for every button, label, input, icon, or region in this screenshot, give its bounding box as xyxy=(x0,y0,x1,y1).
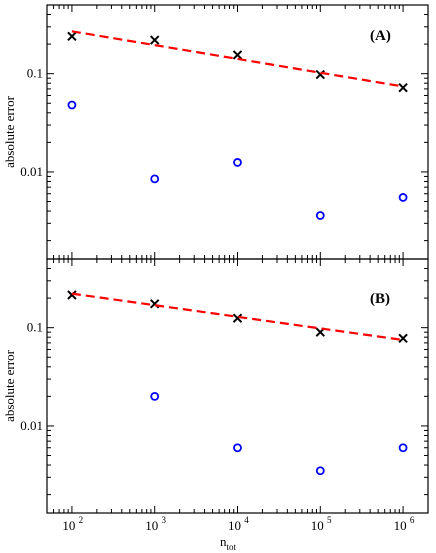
circle-marker xyxy=(150,391,160,401)
x-tick-label: 10 xyxy=(228,518,241,533)
circle-marker xyxy=(315,211,325,220)
circle-marker xyxy=(67,100,77,110)
fit-line xyxy=(71,30,404,88)
x-tick-label-exponent: 3 xyxy=(161,515,166,525)
x-axis-label: ntot xyxy=(220,534,237,552)
panel-label: (B) xyxy=(370,291,390,307)
cross-stroke xyxy=(232,313,243,323)
circle-marker xyxy=(233,443,242,453)
cross-marker xyxy=(398,82,408,93)
x-axis-label-sub: tot xyxy=(226,542,236,552)
cross-marker xyxy=(67,31,77,42)
panel-a: 0.01 0.1 absolute error (A) xyxy=(2,4,429,260)
x-tick-label: 10 xyxy=(145,518,158,533)
cross-marker xyxy=(150,35,160,45)
cross-marker xyxy=(398,333,408,343)
cross-stroke xyxy=(150,35,160,45)
cross-marker xyxy=(232,50,243,60)
x-tick-label-exponent: 6 xyxy=(410,515,415,525)
cross-stroke xyxy=(232,50,243,60)
x-tick-label-exponent: 2 xyxy=(79,515,84,525)
x-tick-label: 10 xyxy=(62,518,75,533)
y-tick-label: 0.1 xyxy=(27,66,43,81)
cross-stroke xyxy=(315,69,325,80)
y-tick-label: 0.01 xyxy=(20,164,43,179)
circle-marker xyxy=(315,466,325,476)
cross-marker xyxy=(315,69,325,80)
circle-marker xyxy=(398,443,408,453)
y-tick-label: 0.01 xyxy=(20,418,43,433)
cross-stroke xyxy=(150,299,160,309)
y-tick-label: 0.1 xyxy=(27,320,43,335)
circle-marker xyxy=(233,158,242,167)
x-tick-label-exponent: 5 xyxy=(327,515,332,525)
x-tick-label: 10 xyxy=(311,518,324,533)
y-axis-label: absolute error xyxy=(2,349,17,422)
x-tick-label-exponent: 4 xyxy=(244,515,249,525)
cross-stroke xyxy=(398,333,408,343)
panel-label: (A) xyxy=(370,28,391,44)
cross-stroke xyxy=(398,82,408,93)
x-axis-label-main: n xyxy=(220,534,227,549)
cross-marker xyxy=(67,290,77,300)
cross-stroke xyxy=(67,290,77,300)
circle-marker xyxy=(150,174,160,184)
cross-stroke xyxy=(67,31,77,42)
cross-marker xyxy=(232,313,243,323)
circle-marker xyxy=(398,193,408,202)
x-tick-label: 10 xyxy=(394,518,407,533)
y-axis-label: absolute error xyxy=(2,95,17,168)
